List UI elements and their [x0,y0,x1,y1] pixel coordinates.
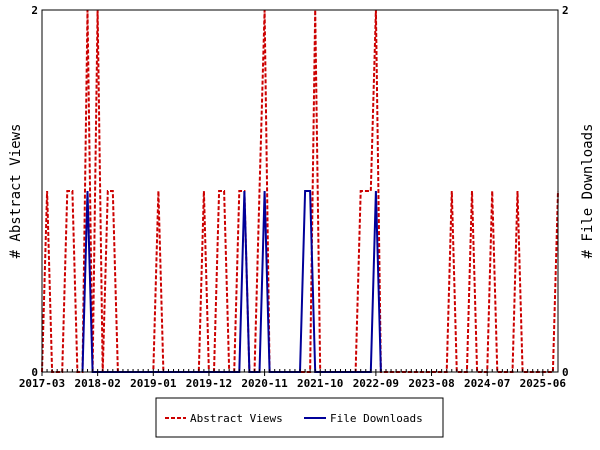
y-right-tick-label: 0 [562,366,569,379]
series-line-file-downloads [81,190,382,373]
x-tick-label: 2019-01 [130,377,177,390]
y-axis-left-title: # Abstract Views [8,124,24,259]
x-tick-label: 2022-09 [353,377,399,390]
legend-label-file-downloads: File Downloads [330,412,423,425]
y-left-tick-label: 2 [31,4,38,17]
legend: Abstract Views File Downloads [155,397,444,438]
x-tick-label: 2024-07 [464,377,510,390]
y-axis-right-title: # File Downloads [580,124,596,259]
y-axes: 0 2 0 2 [31,4,568,379]
x-tick-label: 2017-03 [19,377,65,390]
legend-box [155,397,444,438]
x-axis: 2017-03 2018-02 2019-01 2019-12 2020-11 2021-… [19,369,567,390]
y-right-tick-label: 2 [562,4,569,17]
y-left-tick-label: 0 [31,366,38,379]
x-tick-label: 2021-10 [297,377,343,390]
plot-area-frame [41,9,559,373]
series-group [41,9,559,373]
x-tick-label: 2025-06 [520,377,567,390]
x-tick-label: 2023-08 [408,377,454,390]
x-tick-label: 2018-02 [74,377,120,390]
series-line-abstract-views [41,9,559,373]
legend-label-abstract-views: Abstract Views [190,412,283,425]
x-tick-label: 2019-12 [186,377,232,390]
x-tick-label: 2020-11 [241,377,288,390]
